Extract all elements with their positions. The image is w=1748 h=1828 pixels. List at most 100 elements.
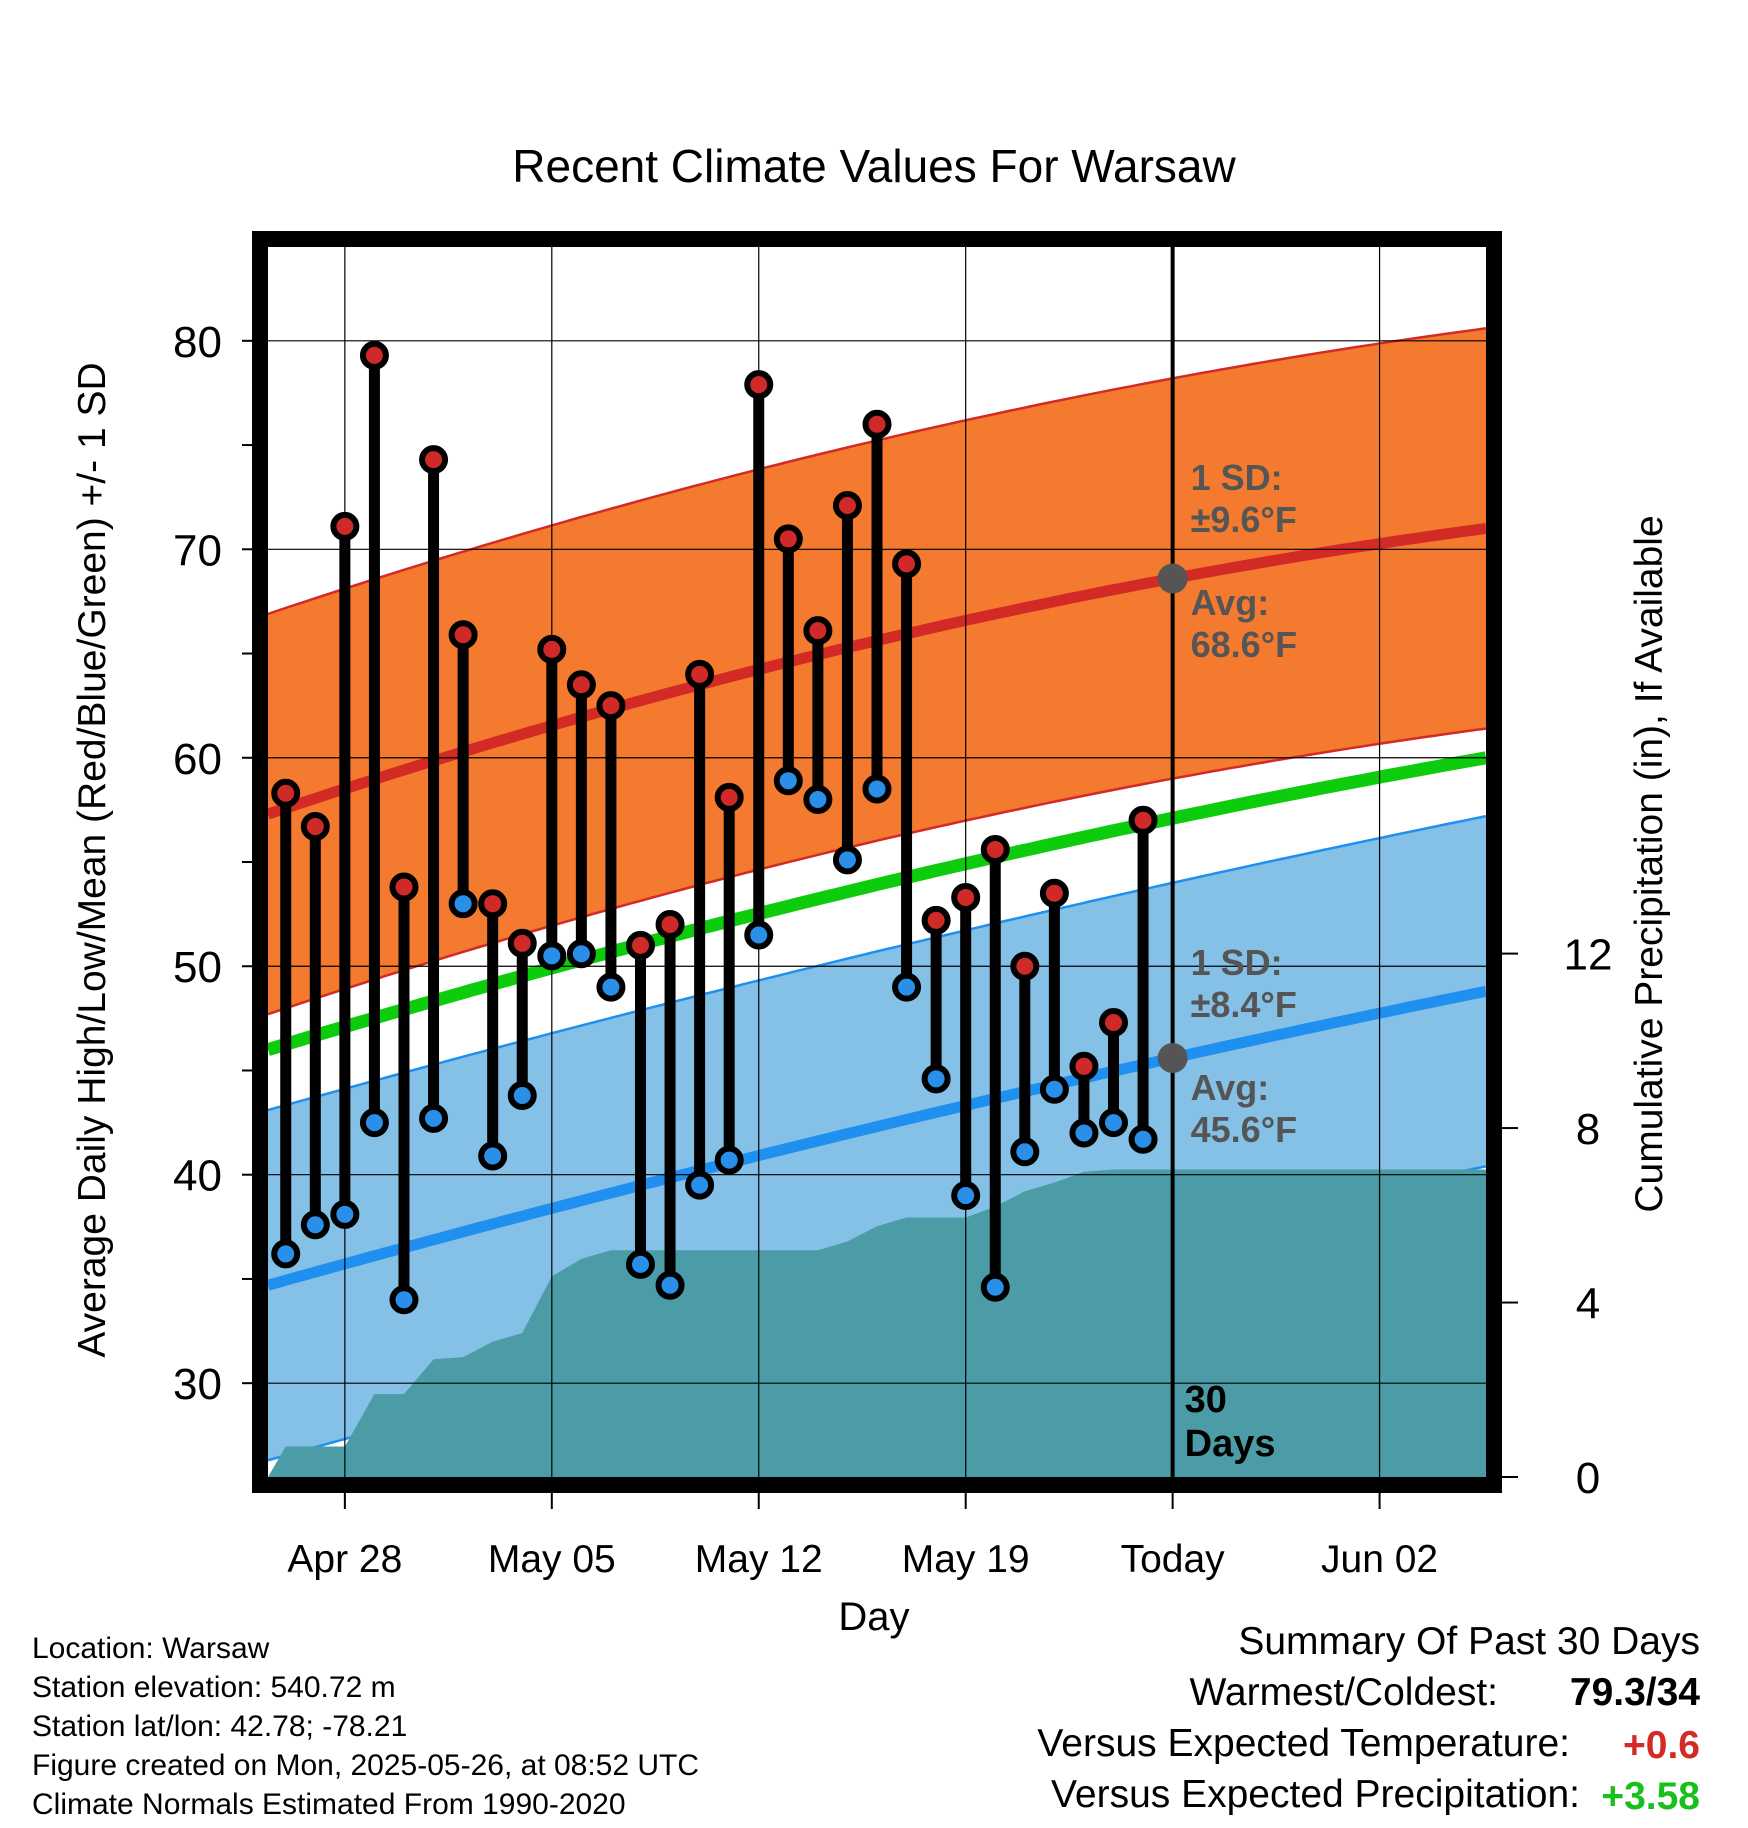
observed-low-point bbox=[951, 1181, 981, 1211]
observed-high-point bbox=[419, 445, 449, 475]
normal-low-line bbox=[268, 985, 1486, 1291]
observed-low-point bbox=[537, 941, 567, 971]
y2-tick-label: 8 bbox=[1576, 1105, 1600, 1154]
y-tick-label: 70 bbox=[173, 526, 222, 575]
temp-value: +0.6 bbox=[1623, 1724, 1700, 1767]
plot-border bbox=[252, 231, 1502, 1493]
observed-low-point bbox=[862, 774, 892, 804]
y-tick-label: 50 bbox=[173, 943, 222, 992]
observed-low-point bbox=[330, 1199, 360, 1229]
x-tick-label: Jun 02 bbox=[1321, 1538, 1438, 1581]
observed-low-point bbox=[921, 1064, 951, 1094]
temp-label: Versus Expected Temperature: bbox=[1037, 1722, 1570, 1765]
observed-high-point bbox=[714, 782, 744, 812]
low-sd-upper-line bbox=[268, 814, 1486, 1112]
y2-tick-label: 4 bbox=[1576, 1280, 1600, 1329]
location-text: Location: Warsaw bbox=[32, 1632, 270, 1665]
y2-tick-label: 0 bbox=[1576, 1454, 1600, 1503]
high-sd-lower-line bbox=[268, 727, 1486, 1016]
observed-high-point bbox=[980, 834, 1010, 864]
axes: 30 40 50 60 70 80 0 4 8 12 Apr 28 May 05 May 12 May 1… bbox=[173, 318, 1612, 1581]
low-avg-annotation: Avg: 45.6°F bbox=[1191, 1067, 1297, 1150]
observed-high-point bbox=[448, 620, 478, 650]
x-tick-label: Apr 28 bbox=[287, 1538, 402, 1581]
observed-low-point bbox=[1099, 1108, 1129, 1138]
normals-text: Climate Normals Estimated From 1990-2020 bbox=[32, 1788, 626, 1821]
observed-high-point bbox=[744, 370, 774, 400]
high-avg-annotation: Avg: 68.6°F bbox=[1191, 582, 1297, 665]
observed-low-point bbox=[1069, 1118, 1099, 1148]
observed-high-point bbox=[507, 928, 537, 958]
observed-high-point bbox=[685, 659, 715, 689]
observed-high-point bbox=[1039, 878, 1069, 908]
observed-low-point bbox=[507, 1080, 537, 1110]
observed-high-point bbox=[655, 910, 685, 940]
y-tick-label: 60 bbox=[173, 735, 222, 784]
y-tick-label: 30 bbox=[173, 1360, 222, 1409]
plot-area: 1 SD: ±9.6°F Avg: 68.6°F 1 SD: ±8.4°F Avg: 45.6… bbox=[268, 247, 1486, 1477]
warmest-value: 79.3/34 bbox=[1569, 1671, 1700, 1714]
observed-high-point bbox=[537, 634, 567, 664]
observed-high-point bbox=[1128, 805, 1158, 835]
observed-high-point bbox=[271, 778, 301, 808]
summary-title: Summary Of Past 30 Days bbox=[1238, 1620, 1700, 1663]
plot-frame bbox=[252, 231, 1502, 1493]
observed-low-point bbox=[1039, 1074, 1069, 1104]
created-text: Figure created on Mon, 2025-05-26, at 08… bbox=[32, 1749, 700, 1782]
precip-value: +3.58 bbox=[1601, 1775, 1700, 1818]
observed-low-point bbox=[389, 1285, 419, 1315]
today-normal-high-marker bbox=[1157, 563, 1188, 594]
observed-high-point bbox=[389, 872, 419, 902]
observed-low-point bbox=[655, 1270, 685, 1300]
observed-high-point bbox=[625, 930, 655, 960]
observed-low-point bbox=[419, 1103, 449, 1133]
observed-low-point bbox=[359, 1108, 389, 1138]
observed-high-point bbox=[892, 549, 922, 579]
cumulative-precip-area bbox=[268, 1169, 1486, 1477]
observed-high-point bbox=[773, 524, 803, 554]
x-tick-label: May 19 bbox=[902, 1538, 1030, 1581]
elevation-text: Station elevation: 540.72 m bbox=[32, 1671, 396, 1704]
observed-low-point bbox=[566, 939, 596, 969]
observed-high-point bbox=[803, 616, 833, 646]
observed-high-point bbox=[832, 491, 862, 521]
x-axis-label: Day bbox=[838, 1595, 909, 1639]
high-sd-annotation: 1 SD: ±9.6°F bbox=[1191, 457, 1297, 540]
observed-low-point bbox=[685, 1170, 715, 1200]
observed-high-point bbox=[951, 882, 981, 912]
observed-high-point bbox=[478, 889, 508, 919]
precip-label: Versus Expected Precipitation: bbox=[1051, 1773, 1580, 1816]
observed-low-point bbox=[448, 889, 478, 919]
chart-title: Recent Climate Values For Warsaw bbox=[512, 140, 1236, 192]
observed-low-point bbox=[300, 1210, 330, 1240]
observed-low-point bbox=[832, 845, 862, 875]
x-tick-label: May 05 bbox=[488, 1538, 616, 1581]
observed-high-point bbox=[1010, 951, 1040, 981]
observed-low-point bbox=[271, 1239, 301, 1269]
y-tick-label: 80 bbox=[173, 318, 222, 367]
observed-low-point bbox=[773, 766, 803, 796]
observed-low-point bbox=[714, 1145, 744, 1175]
observed-high-point bbox=[596, 691, 626, 721]
days-window-label: 30 Days bbox=[1185, 1379, 1276, 1465]
normal-mean-line bbox=[268, 751, 1486, 1056]
observed-low-point bbox=[980, 1272, 1010, 1302]
observed-low-point bbox=[803, 784, 833, 814]
today-normal-low-marker bbox=[1157, 1042, 1188, 1073]
observed-low-point bbox=[744, 920, 774, 950]
observed-high-point bbox=[300, 812, 330, 842]
observed-high-point bbox=[1099, 1008, 1129, 1038]
latlon-text: Station lat/lon: 42.78; -78.21 bbox=[32, 1710, 408, 1743]
observed-high-point bbox=[330, 511, 360, 541]
observed-high-point bbox=[862, 409, 892, 439]
observed-high-point bbox=[921, 905, 951, 935]
observed-low-point bbox=[892, 972, 922, 1002]
warmest-label: Warmest/Coldest: bbox=[1189, 1671, 1498, 1714]
y-tick-label: 40 bbox=[173, 1152, 222, 1201]
observed-low-point bbox=[478, 1141, 508, 1171]
x-tick-label: May 12 bbox=[695, 1538, 823, 1581]
observed-low-point bbox=[625, 1249, 655, 1279]
observed-low-point bbox=[596, 972, 626, 1002]
y-axis-label: Average Daily High/Low/Mean (Red/Blue/Gr… bbox=[71, 362, 114, 1357]
